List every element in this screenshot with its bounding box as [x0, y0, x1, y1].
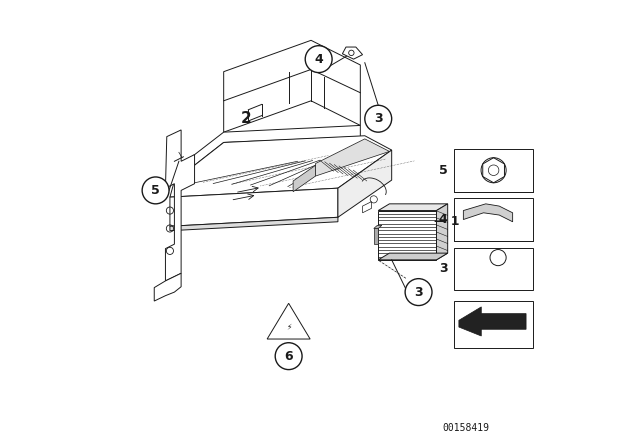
Circle shape [365, 105, 392, 132]
Bar [454, 198, 533, 241]
Polygon shape [378, 204, 448, 211]
Text: 3: 3 [374, 112, 383, 125]
Bar [454, 247, 533, 290]
Polygon shape [224, 40, 360, 132]
Text: 00158419: 00158419 [442, 423, 489, 433]
Circle shape [305, 46, 332, 73]
Polygon shape [154, 273, 181, 301]
Text: ⚡: ⚡ [286, 323, 291, 332]
Polygon shape [170, 188, 338, 226]
Text: 4: 4 [314, 52, 323, 66]
Polygon shape [267, 303, 310, 339]
Circle shape [481, 158, 506, 183]
Text: — 1: — 1 [435, 215, 460, 228]
Bar [454, 149, 533, 192]
Text: 4: 4 [439, 213, 447, 226]
Polygon shape [165, 130, 195, 281]
Circle shape [405, 279, 432, 306]
Text: 2: 2 [241, 111, 252, 126]
Circle shape [275, 343, 302, 370]
Polygon shape [436, 204, 448, 260]
Bar [454, 302, 533, 349]
Text: 3: 3 [439, 262, 447, 276]
Polygon shape [463, 204, 513, 222]
Polygon shape [374, 225, 382, 228]
Circle shape [490, 250, 506, 266]
Polygon shape [170, 136, 392, 197]
Polygon shape [378, 253, 448, 260]
Polygon shape [174, 125, 360, 181]
Polygon shape [338, 150, 392, 217]
Polygon shape [374, 228, 378, 244]
Polygon shape [316, 139, 389, 176]
Text: 3: 3 [414, 285, 423, 299]
Polygon shape [459, 307, 526, 336]
Polygon shape [170, 217, 338, 231]
Polygon shape [342, 47, 362, 59]
Polygon shape [378, 211, 436, 260]
Polygon shape [293, 165, 316, 192]
Circle shape [142, 177, 169, 204]
Text: 5: 5 [439, 164, 447, 177]
Text: 6: 6 [284, 349, 293, 363]
Text: 5: 5 [151, 184, 160, 197]
